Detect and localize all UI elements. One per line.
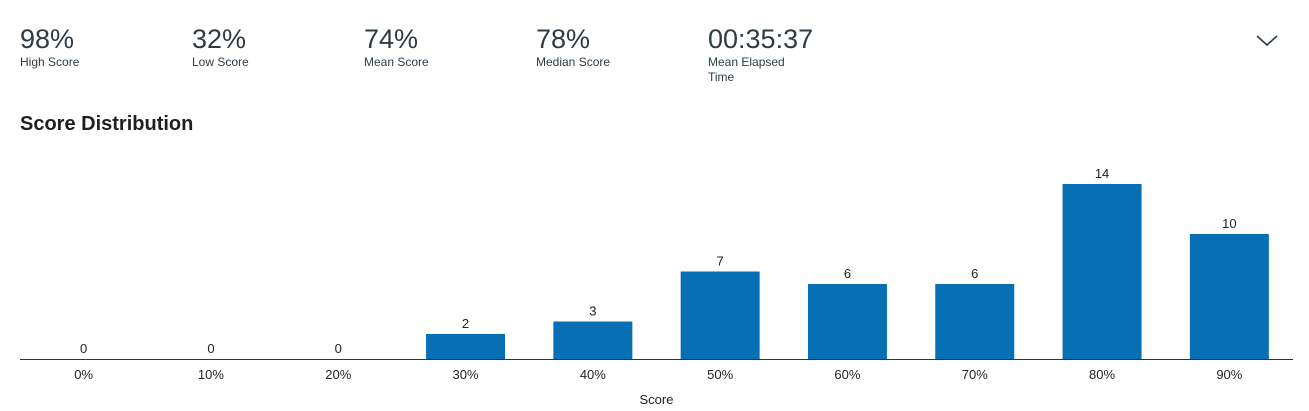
x-axis-label: Score bbox=[640, 392, 674, 407]
data-label: 0 bbox=[335, 341, 342, 356]
stat-label: Mean Score bbox=[364, 55, 429, 69]
bar bbox=[553, 321, 633, 359]
x-tick-label: 0% bbox=[74, 367, 93, 382]
chevron-down-icon bbox=[1256, 35, 1278, 47]
x-tick-label: 50% bbox=[707, 367, 733, 382]
data-label: 0 bbox=[80, 341, 87, 356]
x-tick-label: 70% bbox=[962, 367, 988, 382]
x-tick-label: 60% bbox=[834, 367, 860, 382]
stat-value: 78% bbox=[536, 24, 591, 54]
x-tick-label: 40% bbox=[580, 367, 606, 382]
x-tick-label: 30% bbox=[453, 367, 479, 382]
x-tick-label: 10% bbox=[198, 367, 224, 382]
stat-high-score: 98% High Score bbox=[20, 22, 79, 70]
bar bbox=[680, 271, 760, 359]
stat-value: 74% bbox=[364, 24, 419, 54]
x-tick-label: 20% bbox=[325, 367, 351, 382]
stat-median-score: 78% Median Score bbox=[536, 22, 610, 70]
data-label: 7 bbox=[717, 254, 724, 269]
bar bbox=[426, 334, 506, 359]
stat-low-score: 32% Low Score bbox=[192, 22, 249, 70]
stat-value: 32% bbox=[192, 24, 247, 54]
stat-value: 00:35:37 bbox=[708, 24, 814, 54]
data-label: 14 bbox=[1095, 166, 1109, 181]
stat-label: Low Score bbox=[192, 55, 249, 69]
x-tick-label: 80% bbox=[1089, 367, 1115, 382]
summary-stats: 98% High Score 32% Low Score 74% Mean Sc… bbox=[0, 0, 1309, 100]
stat-mean-score: 74% Mean Score bbox=[364, 22, 429, 70]
data-label: 6 bbox=[844, 266, 851, 281]
chart-title: Score Distribution bbox=[20, 113, 194, 135]
data-label: 2 bbox=[462, 316, 469, 331]
data-label: 10 bbox=[1222, 216, 1236, 231]
score-distribution-chart: 0 0% 0 10% 0 20% 2 30% 3 40% 7 50% 6 60% 6 70% 14 80% 10 90… bbox=[20, 166, 1293, 407]
collapse-toggle-button[interactable] bbox=[1252, 28, 1282, 52]
stat-mean-elapsed-time: 00:35:37 Mean Elapsed Time bbox=[708, 22, 813, 85]
bar bbox=[1062, 184, 1142, 359]
data-label: 6 bbox=[971, 266, 978, 281]
stat-label: Mean Elapsed Time bbox=[708, 55, 785, 84]
data-label: 3 bbox=[589, 304, 596, 319]
bar bbox=[935, 284, 1015, 359]
stat-label: Median Score bbox=[536, 55, 611, 69]
bar bbox=[807, 284, 887, 359]
stat-value: 98% bbox=[20, 24, 75, 54]
bar bbox=[1189, 234, 1269, 359]
data-label: 0 bbox=[207, 341, 214, 356]
stat-label: High Score bbox=[20, 55, 80, 69]
x-tick-label: 90% bbox=[1216, 367, 1242, 382]
